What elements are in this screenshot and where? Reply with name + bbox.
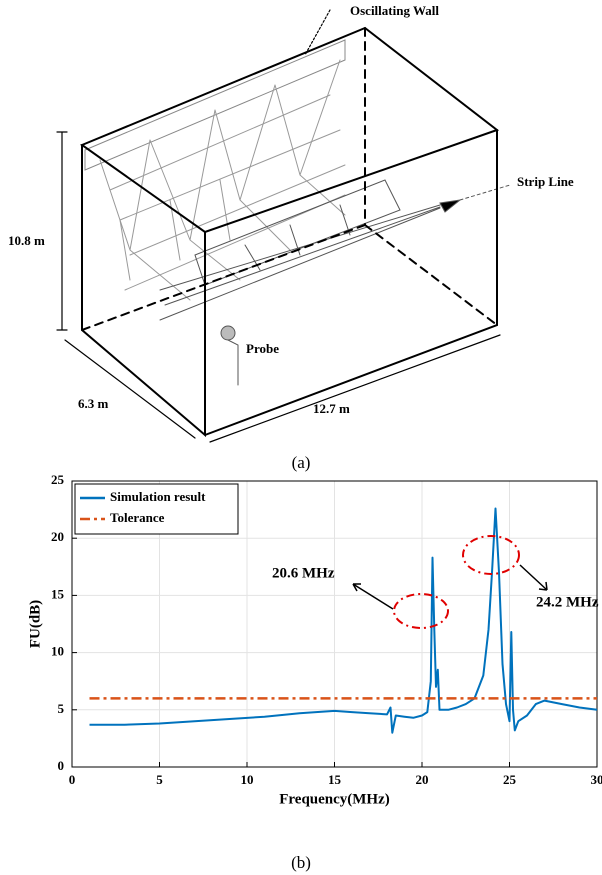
x-tick-label: 25 bbox=[503, 772, 517, 787]
annotation-arrow bbox=[352, 583, 394, 610]
y-tick-label: 0 bbox=[58, 758, 65, 773]
highlight-ellipse bbox=[393, 593, 449, 629]
y-tick-label: 15 bbox=[51, 586, 65, 601]
width-label: 12.7 m bbox=[313, 401, 350, 416]
caption: (a) bbox=[292, 453, 311, 472]
room-diagram: Oscillating Wall Strip Line 10.8 m 6.3 m… bbox=[8, 3, 574, 443]
highlight-ellipse bbox=[462, 535, 520, 575]
caption: (b) bbox=[291, 853, 311, 872]
y-axis-label: FU(dB) bbox=[27, 600, 43, 648]
x-tick-label: 30 bbox=[591, 772, 602, 787]
x-tick-label: 15 bbox=[328, 772, 342, 787]
y-tick-label: 10 bbox=[51, 644, 64, 659]
x-tick-label: 0 bbox=[69, 772, 76, 787]
strip-label: Strip Line bbox=[517, 174, 574, 189]
y-tick-label: 5 bbox=[58, 701, 65, 716]
annotation: 20.6 MHz bbox=[272, 565, 335, 581]
x-tick-label: 10 bbox=[241, 772, 254, 787]
dimension-lines bbox=[56, 9, 501, 443]
legend-label: Simulation result bbox=[110, 489, 206, 504]
legend-label: Tolerance bbox=[110, 510, 165, 525]
plot-frame bbox=[71, 480, 598, 768]
wall-label: Oscillating Wall bbox=[350, 3, 439, 18]
height-label: 10.8 m bbox=[8, 233, 45, 248]
y-tick-label: 25 bbox=[51, 472, 65, 487]
annotation-arrow bbox=[519, 564, 548, 591]
oscillating-wall bbox=[84, 39, 346, 301]
probe bbox=[220, 325, 236, 341]
x-tick-label: 20 bbox=[416, 772, 429, 787]
legend-box bbox=[74, 483, 239, 535]
strip-line bbox=[159, 179, 511, 321]
x-axis-label: Frequency(MHz) bbox=[279, 791, 390, 807]
x-tick-label: 5 bbox=[156, 772, 163, 787]
annotation: 24.2 MHz bbox=[536, 594, 599, 610]
room-box bbox=[79, 26, 500, 438]
probe-label: Probe bbox=[246, 341, 279, 356]
y-tick-label: 20 bbox=[51, 529, 64, 544]
data-line bbox=[89, 507, 598, 734]
chart: 0 5 10 15 20 25 30 0 5 10 15 20 25 Frequency(MHz) FU(d… bbox=[27, 472, 602, 807]
depth-label: 6.3 m bbox=[78, 396, 109, 411]
